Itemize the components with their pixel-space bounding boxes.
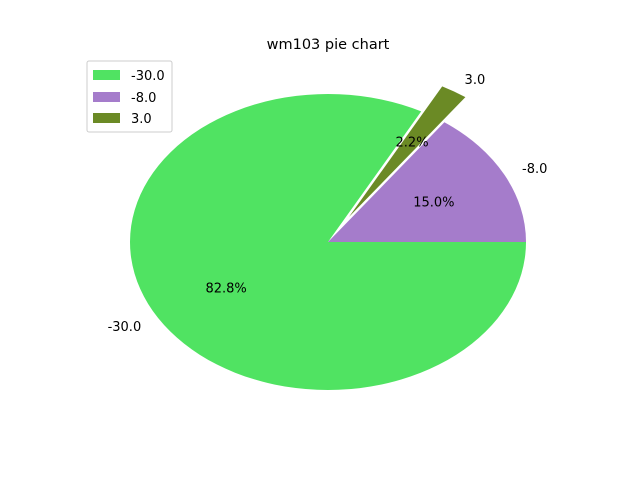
legend-label: -8.0	[131, 91, 156, 106]
legend-label: -30.0	[131, 69, 165, 84]
slice-category-label: -8.0	[522, 162, 547, 177]
pie-slice	[349, 86, 466, 217]
legend-entry: 3.0	[93, 112, 152, 127]
slice-percent-label: 82.8%	[205, 282, 246, 297]
chart-title: wm103 pie chart	[267, 37, 390, 53]
legend: -30.0 -8.0 3.0	[86, 60, 173, 133]
legend-label: 3.0	[131, 112, 152, 127]
slice-percent-label: 15.0%	[413, 196, 454, 211]
slice-category-label: -30.0	[108, 320, 142, 335]
pie-slice	[130, 94, 526, 390]
slice-category-label: 3.0	[465, 73, 486, 88]
slice-percent-label: 2.2%	[396, 136, 429, 151]
legend-entry: -8.0	[93, 91, 156, 106]
legend-swatch	[93, 70, 120, 80]
pie-slices	[130, 86, 526, 390]
legend-swatch	[93, 92, 120, 102]
pie-slice	[328, 122, 526, 242]
legend-entry: -30.0	[93, 69, 165, 84]
pie-labels: 15.0% -8.0 2.2% 3.0 82.8% -30.0	[108, 73, 548, 335]
legend-swatch	[93, 113, 120, 123]
